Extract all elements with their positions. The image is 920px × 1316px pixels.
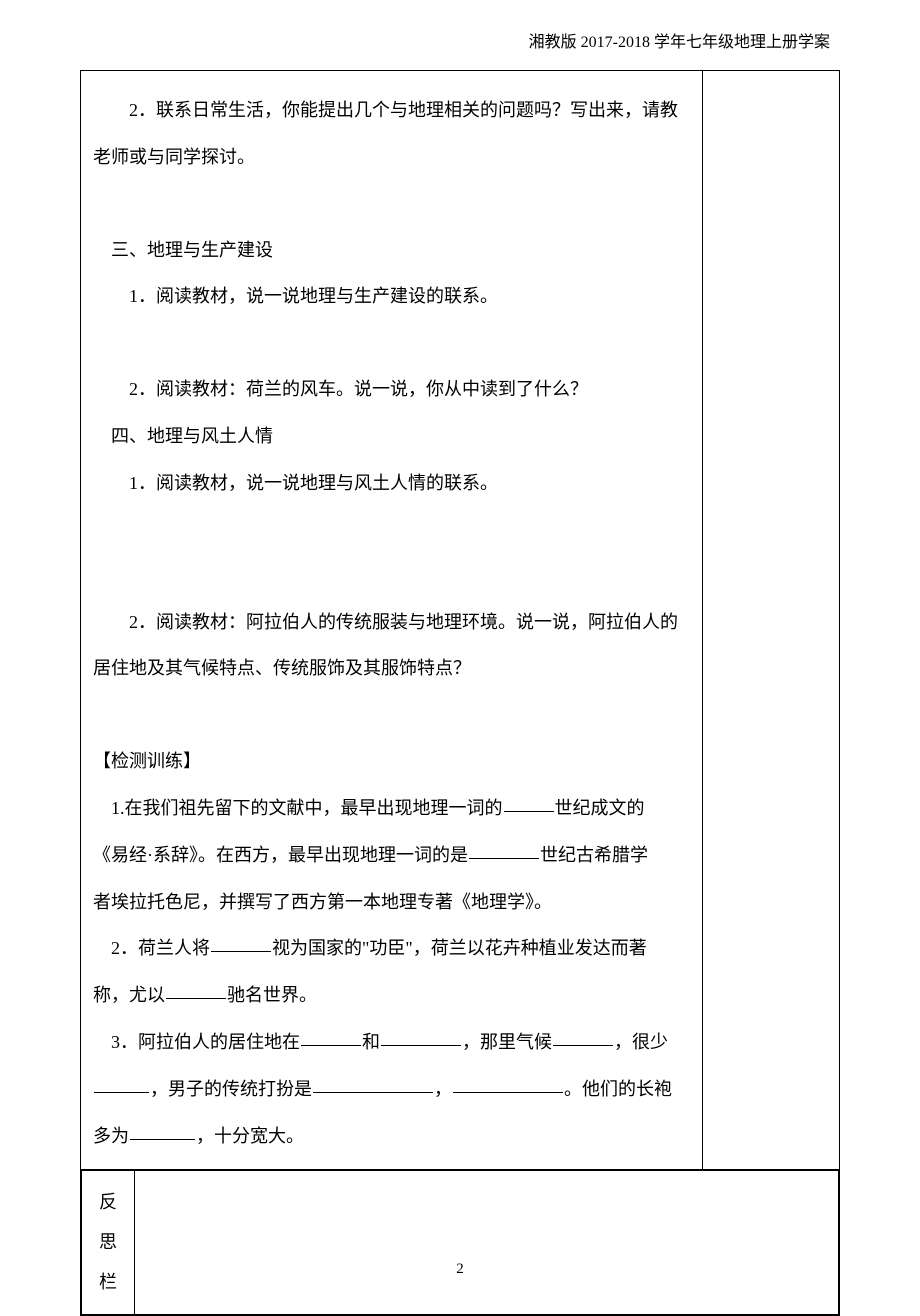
blank-fill[interactable] <box>381 1027 461 1046</box>
spacer <box>89 320 692 366</box>
test-q3-line1: 3．阿拉伯人的居住地在 和 ，那里气候 ，很少 <box>89 1019 692 1066</box>
blank-fill[interactable] <box>166 980 226 999</box>
spacer <box>89 507 692 599</box>
text: 多为 <box>93 1126 129 1146</box>
blank-fill[interactable] <box>553 1027 613 1046</box>
test-q3-line3: 多为 ，十分宽大。 <box>89 1113 692 1160</box>
text: 驰名世界。 <box>227 985 317 1005</box>
para-4-2-line1: 2．阅读教材：阿拉伯人的传统服装与地理环境。说一说，阿拉伯人的 <box>89 599 692 646</box>
text: ，很少 <box>614 1032 668 1052</box>
para-3-2: 2．阅读教材：荷兰的风车。说一说，你从中读到了什么？ <box>89 366 692 413</box>
para-q2-line1: 2．联系日常生活，你能提出几个与地理相关的问题吗？写出来，请教 <box>89 87 692 134</box>
page: 湘教版 2017-2018 学年七年级地理上册学案 2．联系日常生活，你能提出几… <box>0 0 920 1300</box>
text: ，男子的传统打扮是 <box>150 1079 312 1099</box>
content-table: 2．联系日常生活，你能提出几个与地理相关的问题吗？写出来，请教 老师或与同学探讨… <box>80 70 840 1316</box>
text: 。他们的长袍 <box>564 1079 672 1099</box>
reflection-row: 反思栏 <box>81 1170 839 1315</box>
blank-fill[interactable] <box>94 1074 149 1093</box>
text: 《易经·系辞》。在西方，最早出现地理一词的是 <box>93 845 468 865</box>
heading-section-4: 四、地理与风土人情 <box>89 413 692 460</box>
text: ， <box>434 1079 452 1099</box>
side-empty-cell <box>703 71 840 1170</box>
heading-test: 【检测训练】 <box>89 738 692 785</box>
reflection-label: 反思栏 <box>86 1183 130 1302</box>
blank-fill[interactable] <box>130 1121 195 1140</box>
text: 视为国家的"功臣"，荷兰以花卉种植业发达而著 <box>272 938 647 958</box>
para-3-1: 1．阅读教材，说一说地理与生产建设的联系。 <box>89 273 692 320</box>
text: 世纪古希腊学 <box>540 845 648 865</box>
blank-fill[interactable] <box>453 1074 563 1093</box>
reflection-label-cell: 反思栏 <box>82 1171 135 1315</box>
para-4-1: 1．阅读教材，说一说地理与风土人情的联系。 <box>89 460 692 507</box>
page-number: 2 <box>0 1261 920 1278</box>
test-q2-line2: 称，尤以 驰名世界。 <box>89 972 692 1019</box>
spacer <box>89 692 692 738</box>
test-q2-line1: 2．荷兰人将 视为国家的"功臣"，荷兰以花卉种植业发达而著 <box>89 925 692 972</box>
test-q3-line2: ，男子的传统打扮是 ， 。他们的长袍 <box>89 1066 692 1113</box>
text: ，那里气候 <box>462 1032 552 1052</box>
blank-fill[interactable] <box>301 1027 361 1046</box>
blank-fill[interactable] <box>211 933 271 952</box>
text: 世纪成文的 <box>555 798 645 818</box>
blank-fill[interactable] <box>313 1074 433 1093</box>
text: 称，尤以 <box>93 985 165 1005</box>
test-q1-line1: 1.在我们祖先留下的文献中，最早出现地理一词的 世纪成文的 <box>89 785 692 832</box>
text: 和 <box>362 1032 380 1052</box>
text: 3．阿拉伯人的居住地在 <box>111 1032 300 1052</box>
text: 1.在我们祖先留下的文献中，最早出现地理一词的 <box>111 798 503 818</box>
reflection-body-cell[interactable] <box>134 1171 838 1315</box>
test-q1-line2: 《易经·系辞》。在西方，最早出现地理一词的是 世纪古希腊学 <box>89 832 692 879</box>
text: ，十分宽大。 <box>196 1126 304 1146</box>
text: 2．荷兰人将 <box>111 938 210 958</box>
blank-fill[interactable] <box>504 793 554 812</box>
para-q2-line2: 老师或与同学探讨。 <box>89 134 692 181</box>
heading-section-3: 三、地理与生产建设 <box>89 227 692 274</box>
blank-fill[interactable] <box>469 840 539 859</box>
page-header: 湘教版 2017-2018 学年七年级地理上册学案 <box>80 28 840 52</box>
para-4-2-line2: 居住地及其气候特点、传统服饰及其服饰特点？ <box>89 645 692 692</box>
test-q1-line3: 者埃拉托色尼，并撰写了西方第一本地理专著《地理学》。 <box>89 879 692 926</box>
main-content-cell: 2．联系日常生活，你能提出几个与地理相关的问题吗？写出来，请教 老师或与同学探讨… <box>81 71 703 1170</box>
spacer <box>89 181 692 227</box>
